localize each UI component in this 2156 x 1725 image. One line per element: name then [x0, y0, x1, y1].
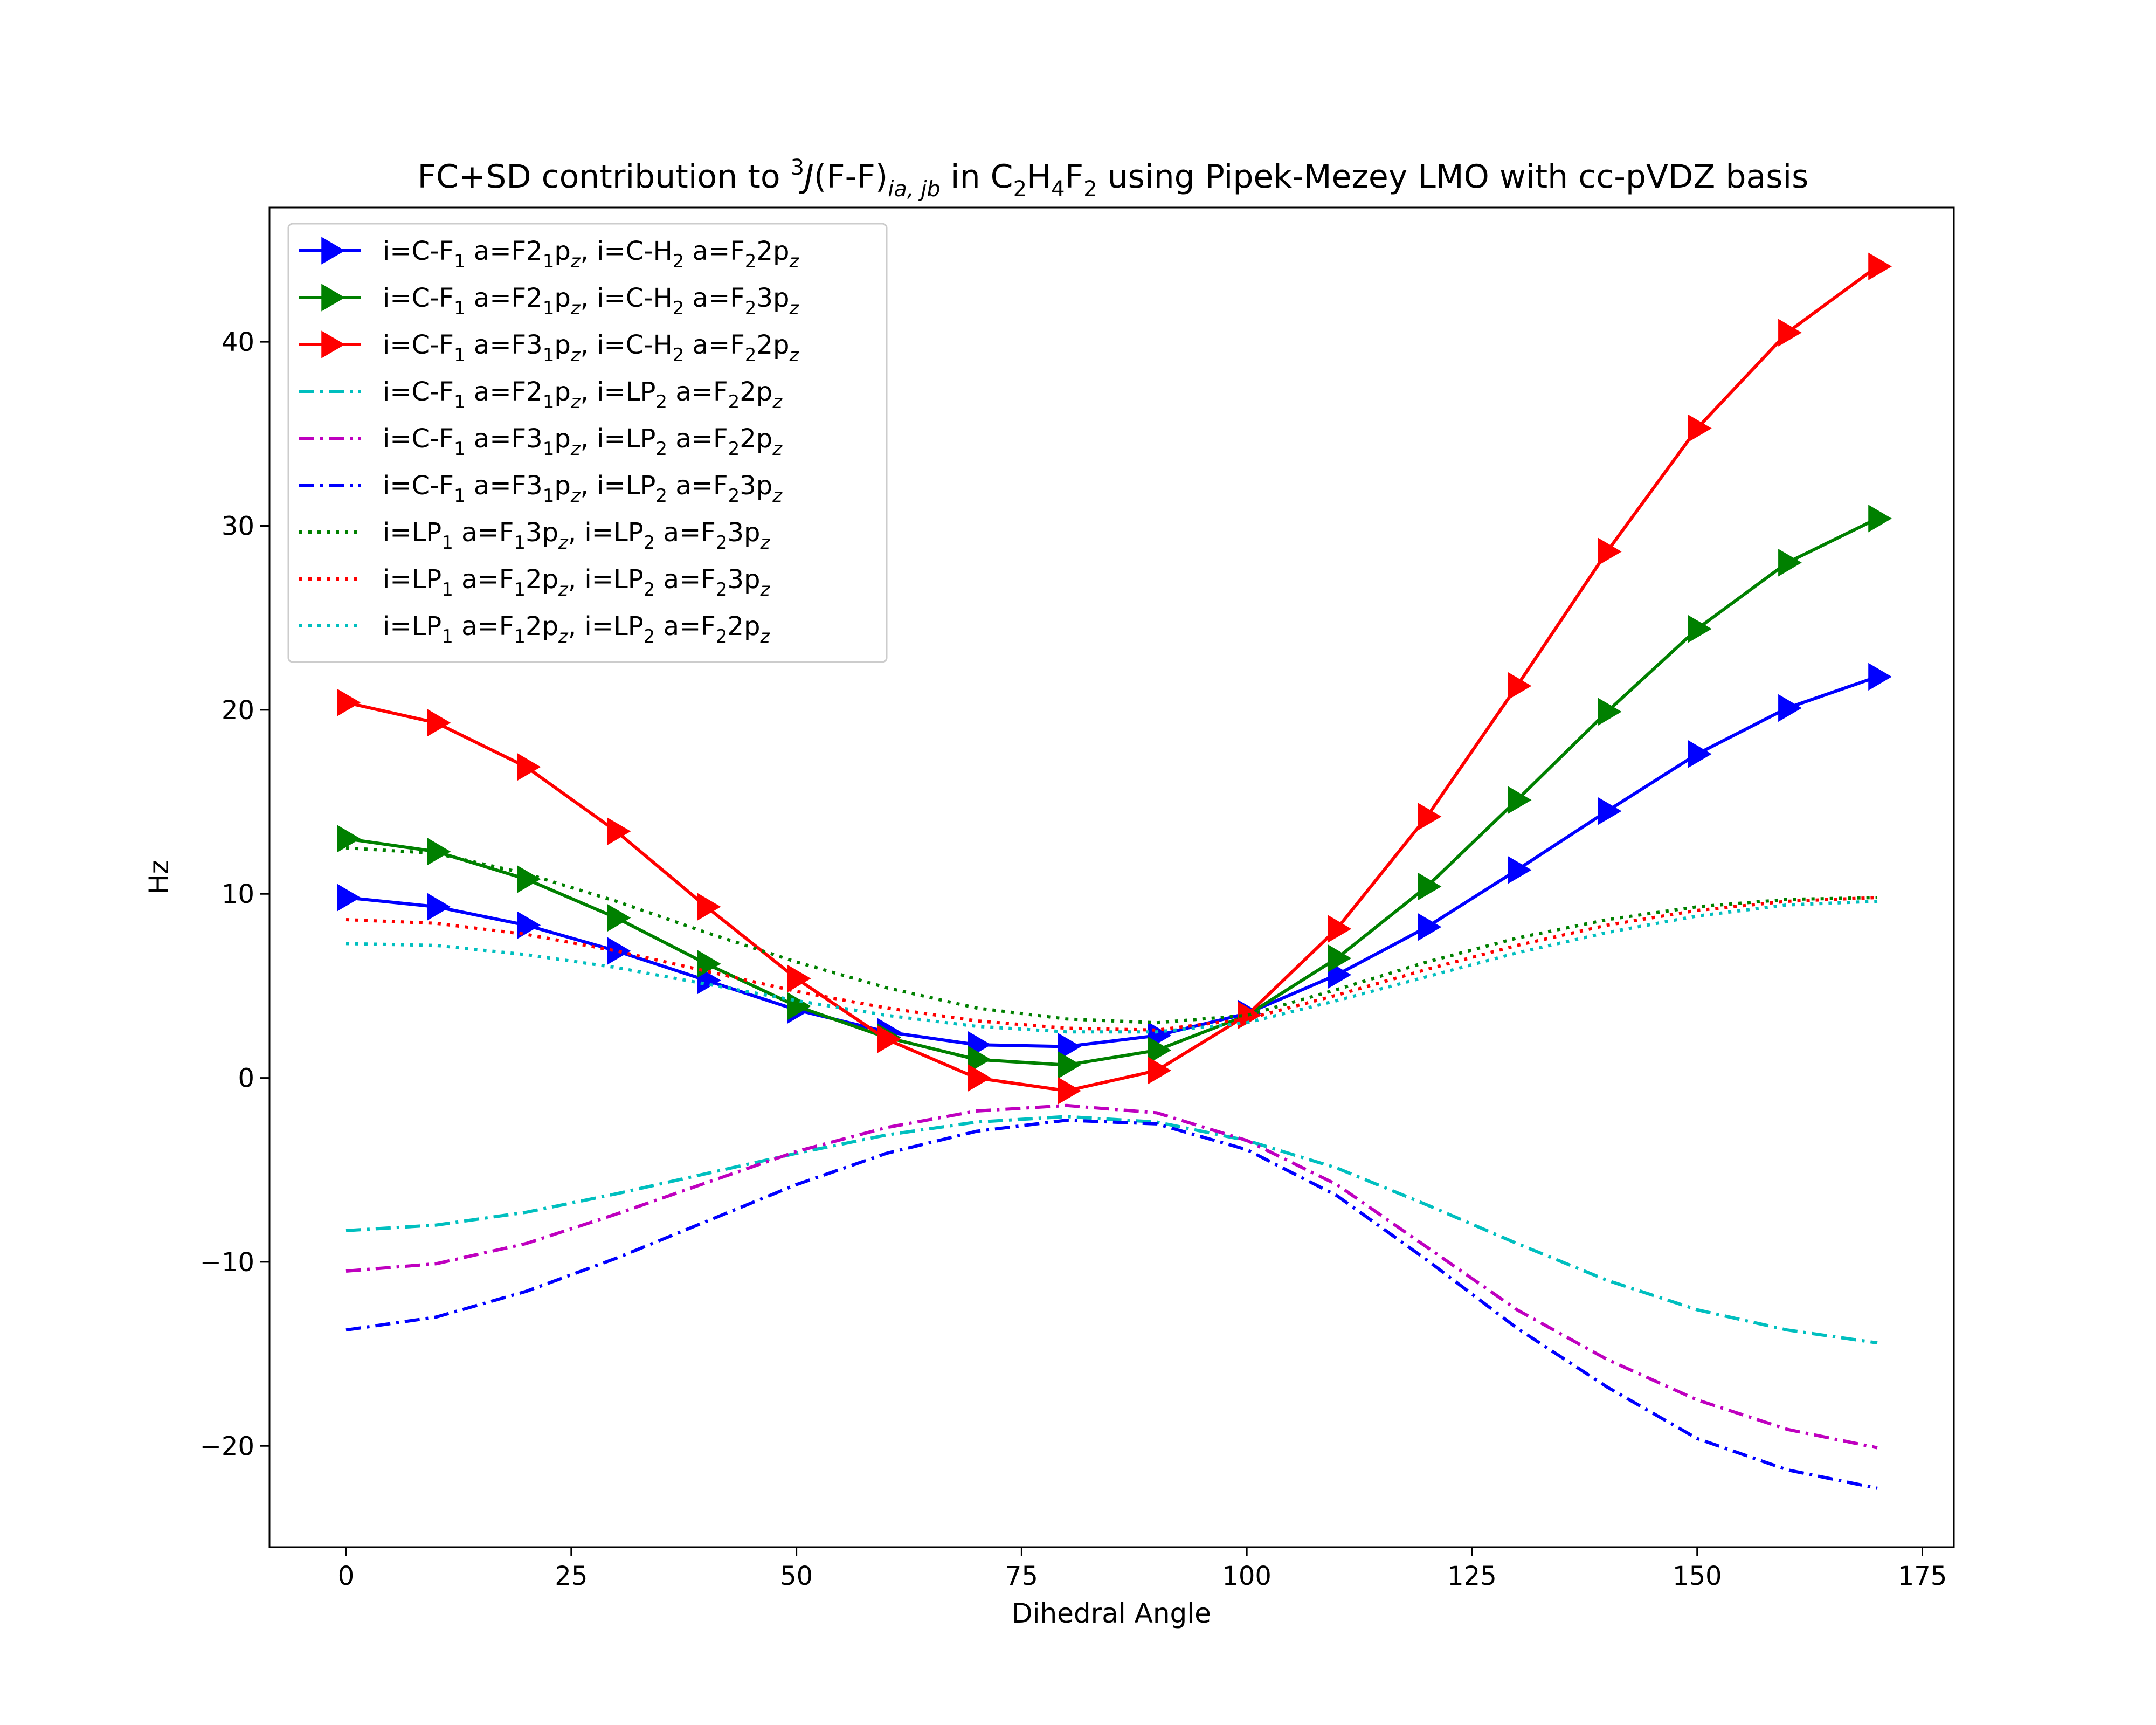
y-tick-label: 0	[238, 1064, 254, 1094]
y-tick-label: 40	[222, 327, 254, 357]
legend-marker-3	[321, 330, 345, 358]
legend-label-1: i=C-F1 a=F21pz, i=C-H2 a=F22pz	[383, 236, 799, 272]
legend-label-5: i=C-F1 a=F31pz, i=LP2 a=F22pz	[383, 424, 783, 460]
series-2-point	[607, 903, 631, 932]
series-1-point	[1508, 856, 1532, 884]
series-2-point	[427, 838, 451, 866]
x-tick-label: 25	[555, 1561, 588, 1591]
legend-box	[287, 223, 888, 663]
series-2-point	[337, 825, 361, 853]
series-line-5	[345, 1103, 1878, 1450]
series-2-point	[517, 865, 541, 893]
series-3-point	[877, 1025, 901, 1053]
y-axis-ticks: −20 −10 0 10 20 30 40	[200, 327, 270, 1461]
series-3-point	[1508, 672, 1532, 700]
series-2-point	[1508, 786, 1532, 814]
x-tick-label: 125	[1447, 1561, 1497, 1591]
series-1-point	[517, 911, 541, 939]
series-1-point	[1688, 740, 1712, 768]
series-2-point	[1778, 549, 1802, 577]
series-1-point	[1778, 694, 1802, 722]
x-tick-label: 75	[1005, 1561, 1038, 1591]
series-2-point	[1418, 872, 1442, 901]
x-axis-ticks: 0 25 50 75 100 125 150 175	[338, 1547, 1947, 1591]
series-layer	[337, 252, 1892, 1490]
y-tick-label: 20	[222, 695, 254, 726]
y-tick-label: −20	[200, 1431, 254, 1461]
series-2-point	[1688, 615, 1712, 643]
x-tick-label: 150	[1673, 1561, 1722, 1591]
series-2-point	[697, 950, 721, 978]
series-3-point	[787, 964, 811, 992]
y-tick-label: 30	[222, 512, 254, 542]
series-3-point	[1418, 803, 1442, 831]
series-2-point	[1328, 944, 1352, 972]
x-tick-label: 0	[338, 1561, 355, 1591]
series-3-point	[427, 709, 451, 737]
series-3-point	[968, 1064, 991, 1092]
series-3-point	[1598, 537, 1622, 565]
series-3-point	[607, 817, 631, 845]
series-1-point	[1058, 1032, 1081, 1061]
series-1-point	[337, 884, 361, 912]
series-line-7	[345, 846, 1878, 1025]
series-line-3	[345, 265, 1878, 1093]
chart-title: FC+SD contribution to 3J(F-F)ia, jb in C…	[418, 155, 1809, 202]
series-line-4	[345, 1115, 1878, 1345]
legend-label-3: i=C-F1 a=F31pz, i=C-H2 a=F22pz	[383, 330, 799, 366]
series-3-point	[1868, 252, 1892, 280]
series-1-point	[427, 893, 451, 921]
legend: i=C-F1 a=F21pz, i=C-H2 a=F22pz i=C-F1 a=F…	[287, 223, 888, 663]
plot-frame	[268, 206, 1955, 1548]
series-2-point	[1598, 698, 1622, 726]
series-2-point	[1058, 1051, 1081, 1079]
series-3-point	[337, 688, 361, 716]
series-3-point	[1328, 915, 1352, 943]
series-1-point	[1598, 797, 1622, 825]
series-2-point	[968, 1045, 991, 1074]
x-axis-label: Dihedral Angle	[1012, 1598, 1211, 1629]
series-line-2	[345, 517, 1878, 1067]
series-2-point	[1868, 505, 1892, 533]
x-tick-label: 100	[1222, 1561, 1272, 1591]
series-3-point	[1058, 1077, 1081, 1105]
x-tick-label: 50	[780, 1561, 813, 1591]
series-2-point	[1148, 1036, 1172, 1065]
series-3-point	[697, 893, 721, 921]
series-1-point	[1868, 663, 1892, 691]
legend-label-6: i=C-F1 a=F31pz, i=LP2 a=F23pz	[383, 471, 783, 507]
series-1-point	[1418, 913, 1442, 941]
series-line-8	[345, 896, 1878, 1032]
y-tick-label: 10	[222, 879, 254, 909]
y-tick-label: −10	[200, 1247, 254, 1278]
x-tick-label: 175	[1898, 1561, 1947, 1591]
series-3-point	[1148, 1057, 1172, 1085]
legend-label-4: i=C-F1 a=F21pz, i=LP2 a=F22pz	[383, 377, 783, 413]
legend-label-2: i=C-F1 a=F21pz, i=C-H2 a=F23pz	[383, 283, 799, 319]
legend-marker-2	[321, 284, 345, 312]
series-3-point	[1688, 414, 1712, 443]
legend-label-7: i=LP1 a=F13pz, i=LP2 a=F23pz	[383, 518, 770, 554]
legend-marker-1	[321, 237, 345, 265]
series-3-point	[517, 753, 541, 781]
legend-label-8: i=LP1 a=F12pz, i=LP2 a=F23pz	[383, 564, 770, 601]
series-line-9	[345, 899, 1878, 1034]
y-axis-label: Hz	[143, 860, 175, 894]
series-3-point	[1778, 319, 1802, 347]
legend-label-9: i=LP1 a=F12pz, i=LP2 a=F22pz	[383, 611, 770, 647]
